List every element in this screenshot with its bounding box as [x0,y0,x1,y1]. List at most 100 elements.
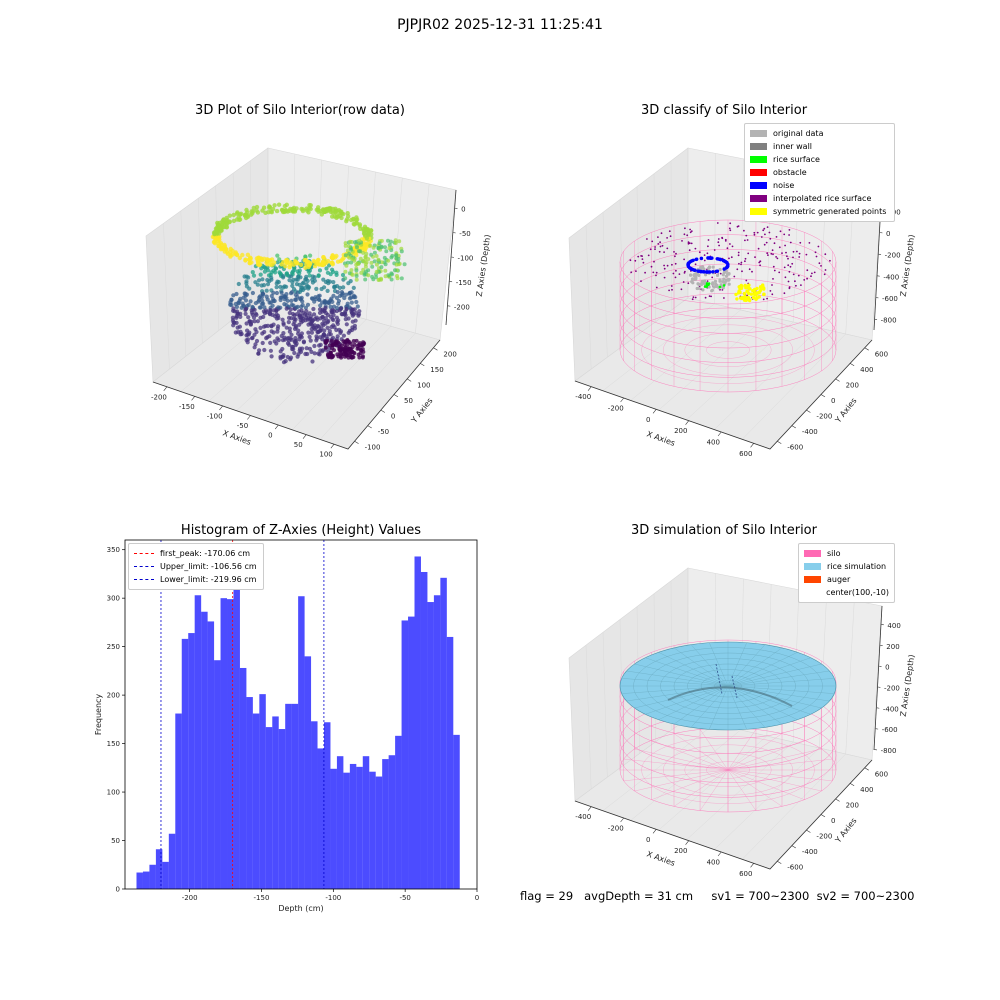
p2-y-tick-mark [864,347,869,351]
p1-point [386,258,391,263]
p4-silo-spoke [727,769,805,800]
p1-point [244,292,249,297]
p4-x-tick-mark [750,863,754,868]
histogram-bar [311,721,318,889]
histogram-bar [142,871,150,889]
p1-point [320,315,325,320]
legend-line [134,553,154,554]
p4-y-tick-mark [849,783,855,787]
p2-interpolated-point [738,262,740,265]
p1-point [303,312,308,317]
p1-point [349,350,354,355]
p2-symmetric-point [755,286,759,291]
panel2-legend: original data inner wall rice surface ob… [744,123,895,222]
p4-z-tick-label: -600 [882,726,898,734]
p2-noise-point [696,269,700,273]
p2-interpolated-point [759,264,761,267]
p1-x-tick-label: -150 [179,403,195,411]
p1-point [334,272,339,277]
p1-point [341,211,346,217]
p1-point [389,277,394,282]
p1-point [314,336,320,341]
p2-interpolated-point [666,264,669,267]
p2-original-point [697,282,701,287]
p1-point [325,325,330,330]
p1-point [318,342,323,347]
p1-point [289,298,294,303]
p1-point [282,203,288,209]
histogram-bar [336,756,344,889]
p1-point [335,259,341,264]
p1-point [372,250,377,255]
p2-z-tick-label: -400 [883,273,899,281]
p2-interpolated-point [729,243,731,245]
p2-interpolated-point [740,261,743,264]
p1-point [215,222,221,227]
histogram-bar [194,595,202,889]
p1-point [249,209,254,214]
p1-point [346,281,351,286]
p2-x-tick-mark [750,443,754,448]
p1-point [349,355,354,360]
p2-interpolated-point [771,249,774,252]
histogram-bar [420,571,428,889]
p2-noise-point [725,261,729,265]
p1-point [287,278,292,283]
p2-interpolated-point [736,268,739,271]
p1-point [269,323,274,328]
p2-y-tick-label: 200 [846,381,859,389]
legend-swatch [750,156,767,163]
p1-point [298,262,304,267]
p1-point [296,328,301,333]
p1-point [243,306,248,312]
p1-point [280,346,285,352]
p2-interpolated-point [805,253,808,256]
p1-point [316,273,321,279]
p1-point [357,309,362,314]
p2-interpolated-point [737,251,740,254]
p1-point [328,350,333,355]
p1-point [271,268,276,273]
p2-x-tick-label: 200 [674,427,687,435]
p1-point [322,209,328,214]
p1-point [312,312,317,317]
p2-original-point [700,279,704,284]
p1-grid-line [292,326,392,431]
p2-interpolated-point [824,269,827,271]
p1-grid-line [264,319,367,421]
p1-point [231,293,236,298]
p2-interpolated-point [737,225,740,228]
p4-rice-mesh-spoke [727,657,811,687]
p1-point [294,305,299,310]
p2-rice-surface-point [718,285,722,289]
p2-y-tick-mark [849,363,855,367]
legend-label: Lower_limit: -219.96 cm [160,575,257,584]
p2-interpolated-point [694,296,697,299]
legend-swatch [750,143,767,150]
p1-point [289,332,294,337]
p2-symmetric-point [747,298,752,302]
p1-point [250,304,255,310]
p1-point [291,287,297,292]
p4-x-tick-mark [685,840,689,845]
legend-line [134,579,154,580]
p2-interpolated-point [741,270,743,273]
p1-point [310,359,315,364]
legend-item: noise [750,179,889,192]
p1-point [350,272,355,277]
legend-item: rice surface [750,153,889,166]
legend-label: interpolated rice surface [773,194,872,203]
p2-interpolated-point [689,228,691,231]
p1-point [357,222,363,227]
p1-point [244,274,249,279]
p1-point [363,254,368,259]
p2-interpolated-point [694,247,697,250]
histogram-bar [201,611,208,889]
p1-point [283,264,288,269]
p1-x-tick-label: -100 [207,412,223,420]
p1-point [344,263,349,268]
p2-original-point [721,280,725,284]
p1-point [268,307,273,313]
p1-point [228,302,233,307]
p2-rice-surface-point [705,282,709,285]
